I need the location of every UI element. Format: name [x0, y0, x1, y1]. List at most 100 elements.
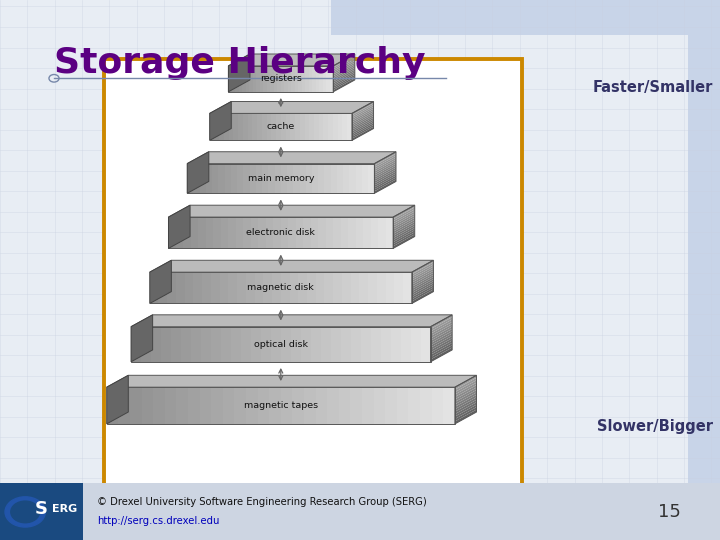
- Polygon shape: [206, 164, 212, 193]
- Polygon shape: [211, 387, 222, 424]
- FancyBboxPatch shape: [331, 0, 706, 35]
- Polygon shape: [431, 341, 452, 355]
- Polygon shape: [222, 387, 235, 424]
- Polygon shape: [270, 66, 274, 92]
- Polygon shape: [326, 66, 330, 92]
- Polygon shape: [199, 387, 211, 424]
- Polygon shape: [241, 327, 251, 362]
- Polygon shape: [284, 66, 288, 92]
- Polygon shape: [211, 327, 221, 362]
- Polygon shape: [412, 271, 433, 285]
- Polygon shape: [444, 387, 455, 424]
- Polygon shape: [228, 272, 237, 303]
- Polygon shape: [455, 409, 477, 424]
- Polygon shape: [261, 327, 271, 362]
- Polygon shape: [362, 387, 374, 424]
- Circle shape: [5, 497, 45, 527]
- Polygon shape: [303, 217, 311, 248]
- Polygon shape: [306, 164, 312, 193]
- Polygon shape: [412, 281, 433, 295]
- Polygon shape: [374, 178, 396, 191]
- Polygon shape: [272, 272, 281, 303]
- Polygon shape: [455, 390, 477, 404]
- Polygon shape: [131, 315, 153, 362]
- Polygon shape: [150, 260, 433, 272]
- Polygon shape: [412, 260, 433, 274]
- Polygon shape: [295, 113, 300, 140]
- Text: Faster/Smaller: Faster/Smaller: [593, 80, 713, 95]
- Text: electronic disk: electronic disk: [246, 228, 315, 237]
- Polygon shape: [374, 172, 396, 185]
- Polygon shape: [238, 113, 243, 140]
- Polygon shape: [276, 113, 281, 140]
- Polygon shape: [393, 234, 415, 248]
- FancyBboxPatch shape: [0, 483, 83, 540]
- Polygon shape: [374, 166, 396, 179]
- Polygon shape: [237, 272, 246, 303]
- Polygon shape: [408, 387, 420, 424]
- FancyBboxPatch shape: [0, 483, 720, 540]
- Polygon shape: [362, 164, 368, 193]
- Polygon shape: [191, 327, 201, 362]
- Polygon shape: [221, 327, 231, 362]
- Polygon shape: [228, 66, 232, 92]
- Polygon shape: [158, 272, 167, 303]
- Polygon shape: [281, 217, 288, 248]
- Polygon shape: [202, 272, 211, 303]
- Polygon shape: [292, 387, 304, 424]
- Polygon shape: [325, 217, 333, 248]
- Polygon shape: [412, 268, 433, 282]
- Polygon shape: [293, 164, 300, 193]
- Polygon shape: [319, 66, 323, 92]
- Text: magnetic tapes: magnetic tapes: [244, 401, 318, 410]
- Polygon shape: [300, 164, 306, 193]
- Polygon shape: [235, 66, 239, 92]
- Text: http://serg.cs.drexel.edu: http://serg.cs.drexel.edu: [97, 516, 220, 526]
- Polygon shape: [333, 63, 355, 76]
- Polygon shape: [232, 66, 235, 92]
- Polygon shape: [431, 320, 452, 334]
- Polygon shape: [412, 287, 433, 301]
- Polygon shape: [420, 327, 431, 362]
- Polygon shape: [251, 327, 261, 362]
- FancyBboxPatch shape: [688, 0, 720, 540]
- Polygon shape: [368, 272, 377, 303]
- Polygon shape: [412, 262, 433, 276]
- Polygon shape: [455, 388, 477, 402]
- Polygon shape: [351, 272, 359, 303]
- Polygon shape: [290, 113, 295, 140]
- Polygon shape: [107, 387, 118, 424]
- Polygon shape: [210, 113, 215, 140]
- Circle shape: [11, 501, 40, 523]
- Polygon shape: [269, 164, 274, 193]
- Polygon shape: [377, 272, 386, 303]
- Polygon shape: [262, 113, 266, 140]
- Polygon shape: [298, 272, 307, 303]
- Polygon shape: [347, 113, 352, 140]
- Polygon shape: [333, 73, 355, 86]
- Polygon shape: [310, 113, 314, 140]
- Polygon shape: [298, 66, 302, 92]
- Polygon shape: [330, 327, 341, 362]
- Polygon shape: [271, 327, 281, 362]
- Polygon shape: [352, 114, 374, 128]
- Text: © Drexel University Software Engineering Research Group (SERG): © Drexel University Software Engineering…: [97, 497, 427, 507]
- Polygon shape: [403, 272, 412, 303]
- Polygon shape: [359, 272, 368, 303]
- Polygon shape: [315, 387, 327, 424]
- Text: main memory: main memory: [248, 174, 314, 183]
- Polygon shape: [161, 327, 171, 362]
- Polygon shape: [187, 164, 194, 193]
- Polygon shape: [356, 164, 362, 193]
- Polygon shape: [212, 164, 218, 193]
- Polygon shape: [231, 327, 241, 362]
- Polygon shape: [304, 387, 315, 424]
- Text: registers: registers: [260, 75, 302, 83]
- Polygon shape: [301, 327, 311, 362]
- Polygon shape: [194, 164, 199, 193]
- Polygon shape: [333, 217, 341, 248]
- Polygon shape: [239, 66, 243, 92]
- Text: optical disk: optical disk: [254, 340, 308, 349]
- Text: 15: 15: [658, 503, 681, 521]
- Polygon shape: [342, 272, 351, 303]
